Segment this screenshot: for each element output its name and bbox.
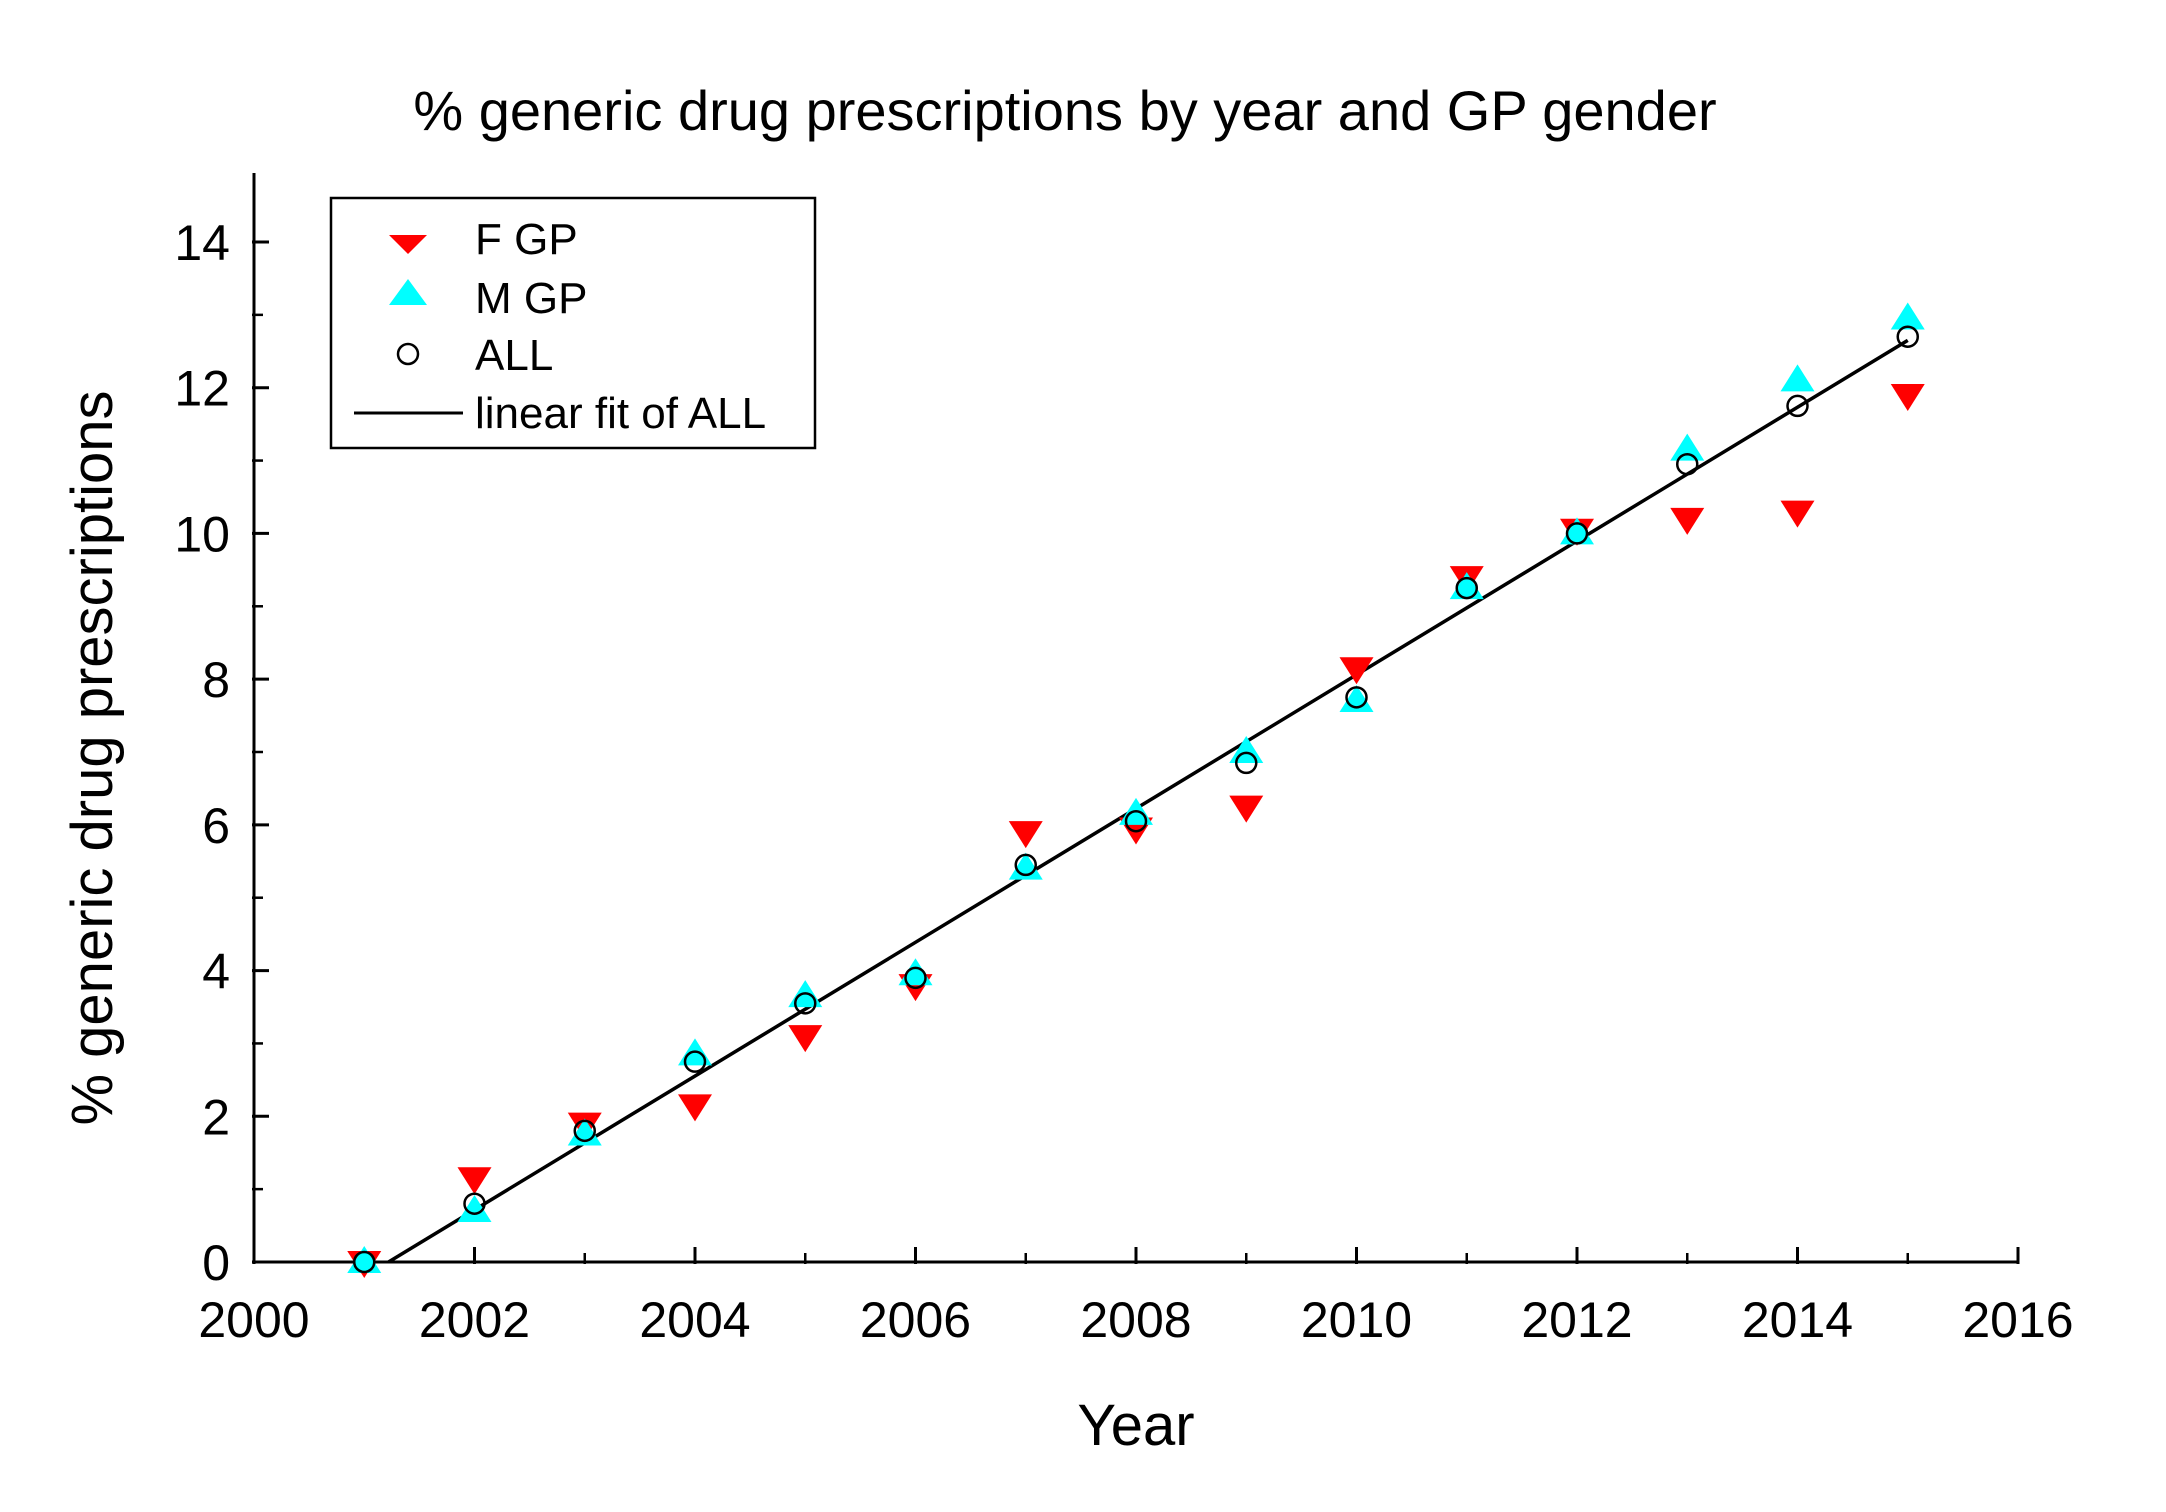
x-tick-label: 2002 bbox=[419, 1292, 530, 1348]
data-point-all bbox=[1565, 522, 1589, 545]
data-point-all bbox=[1786, 394, 1809, 418]
data-point-all bbox=[1455, 576, 1478, 600]
data-point-all bbox=[683, 1050, 707, 1073]
data-point-all bbox=[463, 1192, 486, 1215]
x-axis-ticks: 2000 2002 2004 2006 2008 2010 2012 2014 2016 bbox=[198, 1247, 2074, 1348]
data-point-m-gp bbox=[457, 1195, 492, 1222]
legend: F GP M GP ALL linear fit of ALL bbox=[329, 196, 817, 450]
data-point-m-gp bbox=[567, 1118, 602, 1146]
data-point-all bbox=[1676, 452, 1699, 476]
y-tick-label: 4 bbox=[202, 944, 230, 1000]
data-point-all bbox=[1124, 809, 1148, 833]
data-point-m-gp bbox=[1670, 433, 1705, 461]
legend-marker-f-gp bbox=[389, 235, 427, 254]
data-point-all bbox=[1896, 325, 1919, 348]
x-tick-label: 2006 bbox=[860, 1292, 971, 1348]
legend-label-fit: linear fit of ALL bbox=[475, 389, 766, 438]
linear-fit-layer bbox=[387, 338, 1909, 1264]
data-point-f-gp bbox=[1890, 384, 1925, 411]
legend-marker-m-gp bbox=[389, 279, 427, 305]
data-point-all bbox=[1235, 751, 1258, 775]
y-tick-label: 14 bbox=[174, 215, 230, 271]
data-point-f-gp bbox=[1670, 507, 1705, 535]
x-tick-label: 2004 bbox=[639, 1292, 750, 1348]
x-tick-label: 2000 bbox=[198, 1292, 309, 1348]
y-tick-label: 8 bbox=[202, 652, 230, 708]
data-point-m-gp bbox=[1008, 852, 1043, 880]
x-tick-label: 2008 bbox=[1080, 1292, 1191, 1348]
data-point-all bbox=[1014, 853, 1037, 877]
data-point-m-gp bbox=[898, 958, 933, 986]
y-axis-label: % generic drug prescriptions bbox=[60, 390, 125, 1125]
y-tick-label: 6 bbox=[202, 798, 230, 854]
data-point-m-gp bbox=[1339, 685, 1374, 712]
x-tick-label: 2014 bbox=[1742, 1292, 1853, 1348]
legend-label-f-gp: F GP bbox=[475, 215, 578, 264]
y-axis-ticks: 0 2 4 6 8 10 12 14 bbox=[174, 215, 269, 1291]
legend-label-all: ALL bbox=[475, 331, 553, 380]
chart-title: % generic drug prescriptions by year and… bbox=[413, 79, 1716, 142]
data-point-f-gp bbox=[1008, 821, 1043, 849]
all-series bbox=[353, 325, 1919, 1274]
data-point-f-gp bbox=[678, 1094, 712, 1122]
data-point-all bbox=[794, 992, 817, 1015]
data-point-all bbox=[353, 1250, 376, 1274]
legend-marker-all bbox=[396, 342, 420, 366]
data-point-all bbox=[904, 966, 927, 990]
data-point-f-gp bbox=[788, 1025, 823, 1053]
data-point-f-gp bbox=[1229, 795, 1264, 823]
data-point-f-gp bbox=[457, 1167, 492, 1195]
y-tick-label: 2 bbox=[202, 1089, 230, 1145]
y-tick-label: 0 bbox=[202, 1235, 230, 1291]
legend-label-m-gp: M GP bbox=[475, 274, 587, 323]
x-axis-label: Year bbox=[1077, 1393, 1194, 1458]
linear-fit-line bbox=[387, 338, 1909, 1264]
x-tick-label: 2010 bbox=[1301, 1292, 1412, 1348]
x-tick-label: 2016 bbox=[1962, 1292, 2073, 1348]
x-tick-label: 2012 bbox=[1521, 1292, 1632, 1348]
y-tick-label: 10 bbox=[174, 506, 230, 562]
data-point-all bbox=[573, 1119, 596, 1143]
data-point-all bbox=[1345, 686, 1368, 709]
data-point-m-gp bbox=[1890, 302, 1925, 330]
data-point-f-gp bbox=[1780, 500, 1815, 528]
y-tick-label: 12 bbox=[174, 361, 230, 417]
data-point-m-gp bbox=[1780, 364, 1815, 392]
data-point-f-gp bbox=[1339, 657, 1374, 685]
